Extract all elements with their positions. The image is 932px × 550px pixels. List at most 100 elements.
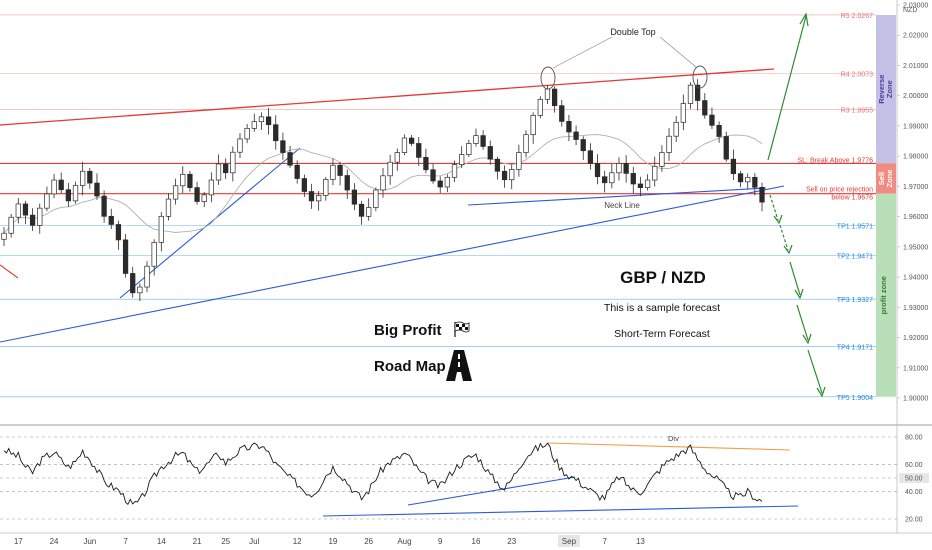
price-tick-label: 1.90000	[903, 396, 928, 403]
candle-body	[695, 84, 701, 101]
tp4-level-label: TP4 1.9171	[837, 344, 873, 351]
rsi-blue-rising-line	[407, 476, 576, 506]
candle-body	[716, 124, 722, 137]
candle-body	[630, 173, 636, 185]
candle-body	[602, 176, 608, 184]
short-red-trendline	[0, 264, 19, 279]
rsi-tick-label: 60.00	[905, 462, 923, 469]
candle-body	[451, 164, 458, 178]
candle-body	[208, 179, 215, 196]
bearish-arrow-3	[789, 261, 801, 296]
sell-level-label-2: below 1.9676	[831, 195, 873, 202]
candle-body	[1, 232, 7, 240]
candle-body	[551, 88, 558, 107]
candle-body	[316, 195, 322, 202]
candle-body	[501, 170, 508, 181]
double-top-pointer-2	[659, 36, 697, 68]
price-tick-label: 1.97000	[903, 184, 928, 191]
candle-body	[223, 163, 229, 174]
date-axis: 17 24 Jun 7 14 21 25 Jul 12 19 26 Aug 9 16 23 Sep 7 13	[14, 535, 645, 547]
candle-body	[187, 173, 193, 188]
candle-body	[230, 151, 236, 174]
candle-body	[273, 124, 279, 142]
candle-body	[366, 207, 372, 217]
candle-body	[287, 152, 293, 166]
candle-body	[22, 203, 29, 216]
candle-body	[115, 224, 122, 241]
candle-body	[323, 179, 329, 196]
candle-body	[659, 152, 665, 167]
price-tick-label: 1.95000	[903, 244, 928, 251]
candle-body	[745, 176, 751, 183]
rsi-tick-label: 20.00	[905, 517, 923, 524]
reverse-zone-band	[876, 14, 896, 164]
candle-body	[87, 170, 93, 184]
candle-body	[8, 216, 14, 234]
sell-zone-label: SellZone	[877, 170, 894, 188]
candle-body	[344, 175, 350, 191]
candle-body	[373, 189, 379, 208]
bearish-arrow-4	[796, 304, 809, 341]
rsi-tick-label: 50.00	[905, 476, 923, 483]
candle-body	[587, 150, 594, 164]
candle-body	[559, 105, 565, 122]
candle-body	[137, 286, 143, 294]
tp2-level-label: TP2 1.9471	[837, 254, 873, 261]
candle-body	[494, 158, 501, 172]
date-tick-label: 7	[602, 537, 607, 546]
candle-body	[258, 116, 265, 123]
rsi-trendlines	[322, 442, 799, 517]
tp1-level-label: TP1 1.9571	[837, 223, 873, 230]
forecast-subtitle-1: This is a sample forecast	[604, 302, 720, 314]
bearish-arrow-head-2	[783, 244, 793, 255]
candle-body	[737, 173, 744, 183]
bullish-arrow-head	[799, 12, 809, 27]
candle-body	[594, 163, 601, 178]
candle-body	[544, 88, 551, 100]
bearish-arrow-5	[807, 349, 823, 394]
double-top-circle-2	[692, 65, 708, 89]
sell-zone-band	[876, 163, 896, 194]
rsi-tick-label: 80.00	[905, 435, 923, 442]
candles	[1, 79, 765, 302]
candle-body	[444, 176, 450, 188]
candle-body	[37, 207, 43, 226]
bearish-arrow-head-1	[773, 214, 783, 225]
candle-body	[480, 135, 486, 147]
bullish-arrow	[767, 15, 807, 161]
price-tick-label: 1.96000	[903, 214, 928, 221]
checkered-flag-icon	[454, 321, 470, 337]
date-tick-label: 23	[507, 537, 516, 546]
date-tick-label: 17	[14, 537, 23, 546]
r3-level-label: R3 1.9955	[841, 107, 873, 114]
candle-body	[437, 180, 443, 188]
candle-body	[680, 103, 686, 123]
neck-line-label: Neck Line	[604, 201, 640, 210]
candle-body	[244, 127, 250, 140]
candle-body	[144, 265, 150, 288]
forecast-arrows	[767, 12, 826, 398]
rsi-axis: 80.00 60.00 50.00 40.00 20.00	[899, 435, 929, 524]
date-tick-label: 21	[193, 537, 202, 546]
candle-body	[652, 166, 658, 181]
candle-body	[51, 179, 57, 195]
date-tick-label: 9	[438, 537, 443, 546]
candle-body	[609, 172, 615, 184]
candle-body	[673, 121, 679, 137]
currency-unit: NZD	[903, 7, 917, 14]
candle-body	[723, 136, 729, 160]
date-tick-label: Jun	[83, 537, 96, 546]
candle-body	[351, 189, 358, 205]
candle-body	[180, 173, 186, 187]
candle-body	[308, 191, 315, 202]
date-highlight	[557, 535, 580, 547]
candle-body	[65, 189, 71, 202]
bearish-arrow-2	[779, 224, 789, 251]
road-icon	[446, 350, 472, 381]
candle-body	[201, 194, 207, 202]
candle-body	[466, 143, 472, 155]
candle-body	[730, 158, 737, 175]
price-tick-label: 2.03000	[903, 3, 928, 10]
date-tick-label: 26	[364, 537, 373, 546]
